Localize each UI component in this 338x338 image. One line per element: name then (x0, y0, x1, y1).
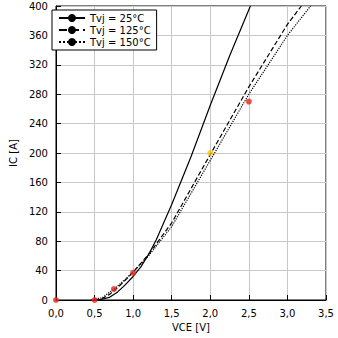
svg-text:160: 160 (29, 177, 48, 188)
svg-text:1,0: 1,0 (125, 308, 141, 319)
svg-text:400: 400 (29, 1, 48, 12)
svg-text:40: 40 (35, 265, 48, 276)
svg-text:3,5: 3,5 (318, 308, 334, 319)
svg-text:280: 280 (29, 89, 48, 100)
svg-text:320: 320 (29, 59, 48, 70)
svg-text:200: 200 (29, 148, 48, 159)
svg-text:2,5: 2,5 (241, 308, 257, 319)
svg-text:Tvj = 25°C: Tvj = 25°C (89, 13, 144, 24)
svg-text:80: 80 (35, 236, 48, 247)
svg-text:IC [A]: IC [A] (8, 139, 19, 167)
svg-text:0,5: 0,5 (87, 308, 103, 319)
svg-text:360: 360 (29, 30, 48, 41)
svg-text:Tvj = 125°C: Tvj = 125°C (89, 25, 151, 36)
svg-text:3,0: 3,0 (279, 308, 295, 319)
svg-text:1,5: 1,5 (164, 308, 180, 319)
svg-text:VCE [V]: VCE [V] (172, 322, 210, 333)
svg-text:2,0: 2,0 (202, 308, 218, 319)
svg-text:0,0: 0,0 (48, 308, 64, 319)
svg-text:120: 120 (29, 206, 48, 217)
svg-text:0: 0 (42, 295, 48, 306)
svg-text:240: 240 (29, 118, 48, 129)
svg-text:Tvj = 150°C: Tvj = 150°C (89, 37, 151, 48)
